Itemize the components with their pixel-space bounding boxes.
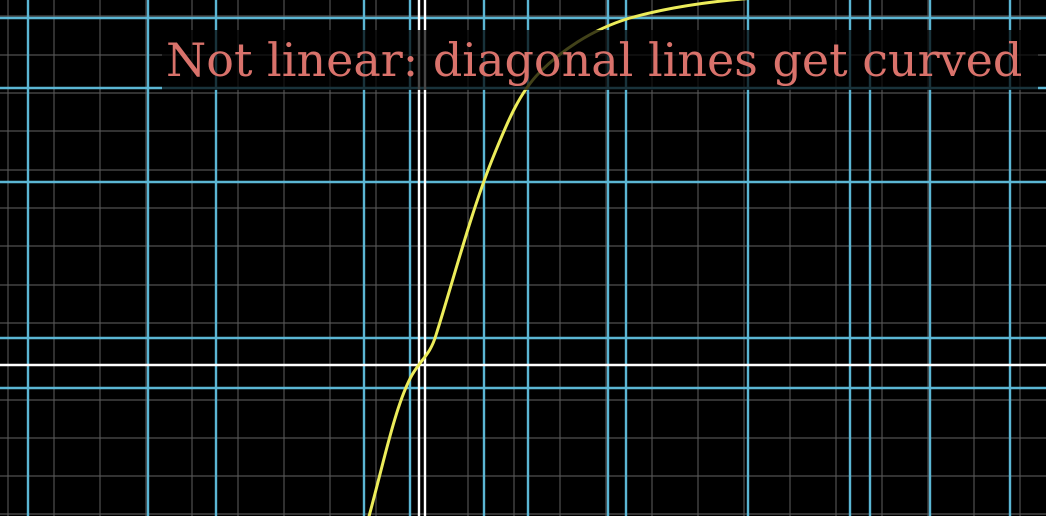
caption-backdrop — [162, 30, 1038, 90]
curved-diagonal-line — [367, 0, 749, 516]
caption-text: Not linear: diagonal lines get curved — [166, 33, 1023, 87]
